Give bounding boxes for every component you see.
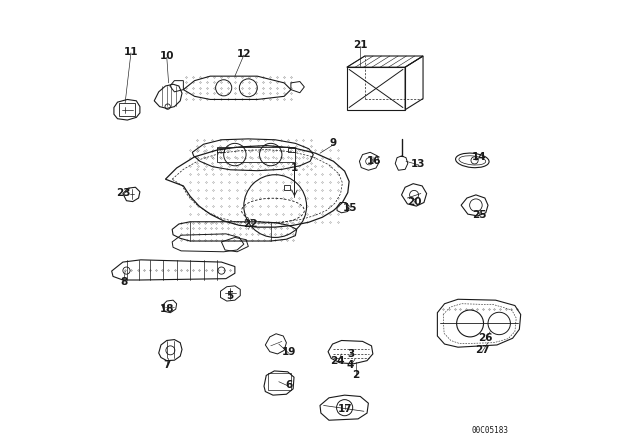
Text: 9: 9 [330, 138, 337, 148]
Text: 2: 2 [352, 370, 360, 380]
Text: 8: 8 [120, 277, 127, 287]
Text: 21: 21 [353, 40, 367, 50]
Text: 26: 26 [479, 333, 493, 343]
Text: 18: 18 [159, 304, 174, 314]
Text: 00C05183: 00C05183 [472, 426, 509, 435]
Text: 5: 5 [226, 291, 233, 301]
Text: 14: 14 [472, 152, 486, 162]
Text: 20: 20 [407, 197, 421, 207]
Text: 27: 27 [475, 345, 490, 355]
Text: 10: 10 [159, 51, 174, 61]
Text: 17: 17 [337, 404, 352, 414]
Text: 22: 22 [243, 219, 258, 229]
Text: 16: 16 [367, 156, 381, 166]
Text: 13: 13 [412, 159, 426, 168]
Text: 6: 6 [285, 380, 292, 390]
Text: 12: 12 [237, 49, 251, 59]
Text: 25: 25 [472, 210, 486, 220]
Text: 3: 3 [347, 349, 354, 359]
Text: 19: 19 [282, 347, 296, 357]
Text: 7: 7 [163, 360, 170, 370]
Text: 23: 23 [116, 188, 131, 198]
Text: 15: 15 [343, 203, 358, 213]
Text: 1: 1 [291, 163, 298, 173]
Text: 24: 24 [331, 356, 345, 366]
Text: 11: 11 [124, 47, 138, 56]
Text: 4: 4 [347, 360, 354, 370]
